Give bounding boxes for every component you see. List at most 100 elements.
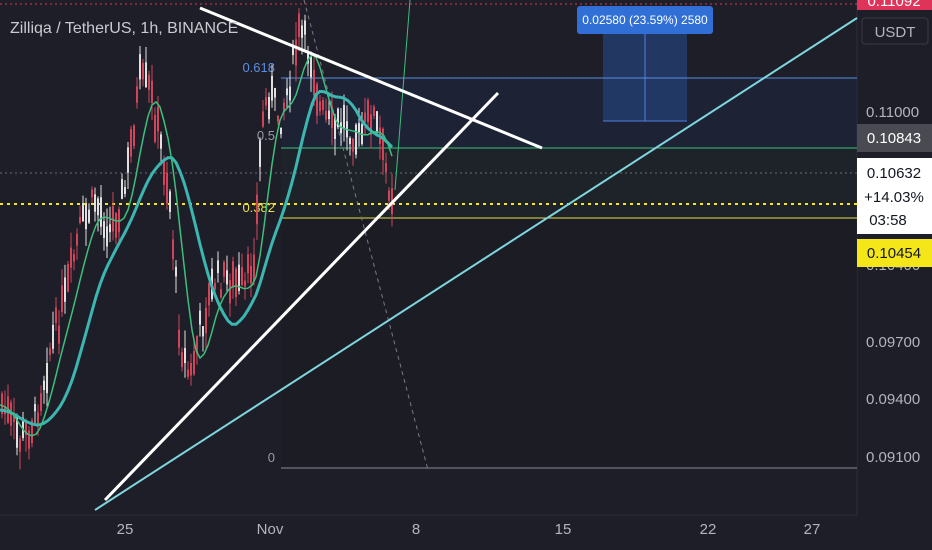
candle-body: [205, 307, 207, 334]
candle-body: [292, 45, 294, 56]
candle-body: [154, 114, 156, 142]
y-tick: 0.11000: [866, 104, 919, 121]
candle-body: [16, 416, 18, 448]
x-tick: 15: [555, 521, 572, 538]
candle-body: [283, 102, 285, 112]
chart-title: Zilliqa / TetherUS, 1h, BINANCE: [10, 20, 239, 37]
current-price-text: 0.10632: [867, 165, 921, 182]
candle-body: [22, 417, 24, 439]
candle-body: [142, 62, 144, 80]
candle-body: [196, 335, 198, 354]
candle-body: [106, 226, 108, 247]
candle-body: [19, 438, 21, 452]
candle-body: [181, 352, 183, 368]
candle-body: [226, 270, 228, 285]
candle-body: [322, 100, 324, 110]
candle-body: [169, 191, 171, 213]
candle-body: [232, 261, 234, 288]
fib-shade-lower: [281, 148, 857, 218]
candle-body: [172, 239, 174, 260]
support-text: 0.10454: [867, 245, 921, 262]
candle-body: [352, 138, 354, 152]
candle-body: [367, 100, 369, 123]
candle-body: [97, 198, 99, 216]
candle-body: [28, 430, 30, 449]
time-scale-panel[interactable]: [0, 515, 857, 550]
candle-body: [274, 88, 276, 98]
current-price-badge: [857, 158, 932, 234]
candle-body: [145, 62, 147, 88]
measure-label: 0.02580 (23.59%) 2580: [582, 13, 708, 27]
fib-label-382: 0.382: [242, 200, 275, 215]
candle-body: [235, 268, 237, 298]
candle-body: [34, 404, 36, 412]
candle-body: [307, 52, 309, 64]
x-tick: 8: [412, 521, 420, 538]
candle-body: [229, 279, 231, 304]
candle-body: [331, 106, 333, 129]
candle-body: [61, 285, 63, 313]
candle-body: [286, 88, 288, 96]
candle-body: [328, 110, 330, 120]
candle-body: [277, 115, 279, 122]
candle-body: [67, 264, 69, 292]
top-price-text: 0.11092: [867, 0, 920, 10]
x-tick: 22: [700, 521, 717, 538]
currency-label: USDT: [875, 24, 916, 41]
candle-body: [316, 83, 318, 116]
rising-trend-line[interactable]: [103, 91, 500, 502]
candle-body: [238, 264, 240, 291]
candle-body: [148, 74, 150, 90]
candle-body: [241, 267, 243, 285]
candle-body: [52, 324, 54, 349]
x-tick: 27: [804, 521, 821, 538]
candle-body: [166, 172, 168, 204]
measure-label-bg: [577, 6, 713, 34]
candle-body: [124, 186, 126, 194]
candle-body: [268, 97, 270, 120]
candle-body: [100, 197, 102, 227]
candle-body: [262, 111, 264, 127]
candle-body: [190, 363, 192, 376]
candle-body: [55, 307, 57, 323]
resistance-badge: [857, 124, 932, 152]
candle-body: [355, 124, 357, 155]
y-tick: 0.09400: [866, 391, 920, 408]
candle-body: [82, 203, 84, 222]
fib-label-05: 0.5: [257, 128, 275, 143]
candle-body: [208, 283, 210, 306]
fib-shade-bottom: [281, 218, 857, 468]
candle-body: [202, 326, 204, 337]
candles-group: [1, 8, 393, 470]
candle-body: [358, 123, 360, 133]
candle-body: [130, 129, 132, 157]
y-axis-labels: 0.11000 0.10400 0.09700 0.09400 0.09100: [866, 104, 920, 466]
candle-body: [76, 233, 78, 246]
candle-body: [325, 110, 327, 120]
candle-body: [160, 134, 162, 149]
support-badge: [857, 239, 932, 267]
candle-body: [127, 147, 129, 173]
candle-body: [163, 160, 165, 185]
candle-body: [301, 25, 303, 38]
candle-body: [88, 209, 90, 223]
falling-trend-line[interactable]: [199, 6, 543, 150]
candle-body: [298, 13, 300, 38]
candle-body: [256, 194, 258, 225]
candle-body: [31, 420, 33, 444]
candle-body: [73, 254, 75, 262]
candle-body: [25, 420, 27, 436]
candle-body: [151, 80, 153, 104]
fib-label-618: 0.618: [242, 60, 275, 75]
currency-button[interactable]: [861, 17, 929, 45]
candle-body: [49, 348, 51, 355]
candle-body: [250, 266, 252, 284]
candle-body: [184, 348, 186, 364]
long-trend-line[interactable]: [94, 17, 858, 511]
candle-body: [58, 325, 60, 344]
candle-body: [343, 104, 345, 128]
resistance-text: 0.10843: [867, 130, 921, 147]
candle-body: [79, 216, 81, 223]
candle-body: [199, 310, 201, 325]
